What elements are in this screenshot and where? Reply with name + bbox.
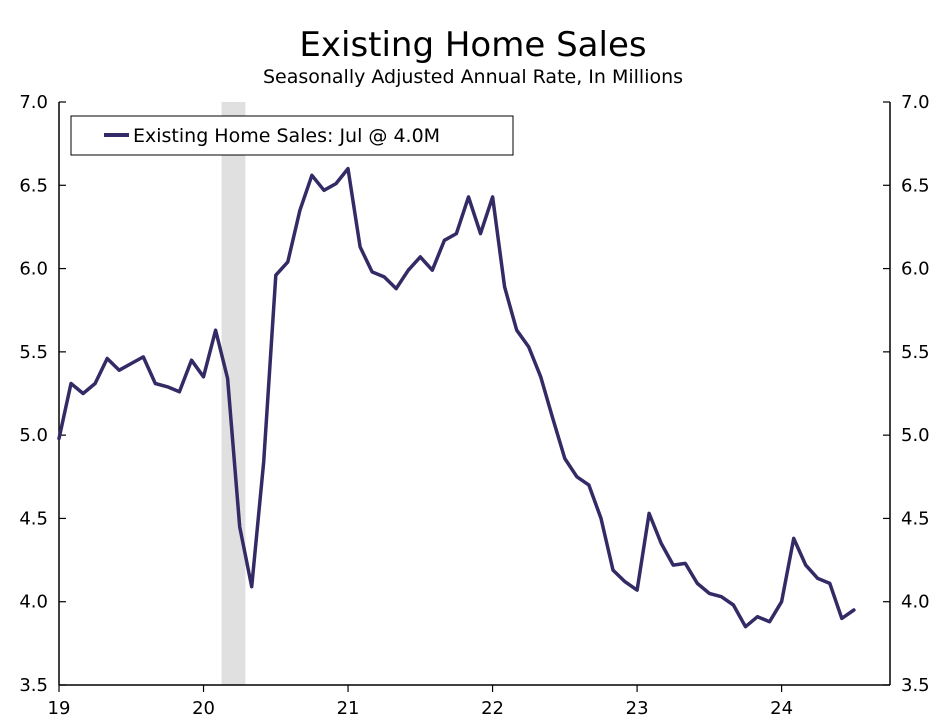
y-tick-label-right: 5.5	[901, 342, 930, 363]
y-tick-label-left: 6.0	[19, 259, 48, 280]
legend: Existing Home Sales: Jul @ 4.0M	[70, 115, 514, 156]
chart-subtitle: Seasonally Adjusted Annual Rate, In Mill…	[263, 66, 683, 88]
x-tick-label: 20	[192, 698, 215, 719]
y-tick-label-right: 6.0	[901, 259, 930, 280]
chart-title: Existing Home Sales	[299, 25, 646, 65]
y-tick-label-left: 4.0	[19, 592, 48, 613]
legend-label: Existing Home Sales: Jul @ 4.0M	[133, 125, 440, 147]
y-tick-label-left: 6.5	[19, 175, 48, 196]
x-tick-label: 23	[626, 698, 649, 719]
y-tick-label-left: 4.5	[19, 508, 48, 529]
x-tick-label: 24	[770, 698, 793, 719]
legend-box	[70, 115, 514, 156]
y-tick-label-left: 5.0	[19, 425, 48, 446]
x-tick-label: 22	[481, 698, 504, 719]
x-tick-label: 21	[337, 698, 360, 719]
y-tick-label-right: 4.5	[901, 508, 930, 529]
y-tick-label-left: 5.5	[19, 342, 48, 363]
series-line	[57, 166, 856, 629]
x-tick-label: 19	[48, 698, 71, 719]
y-tick-label-right: 6.5	[901, 175, 930, 196]
y-tick-label-right: 4.0	[901, 592, 930, 613]
y-tick-label-left: 3.5	[19, 675, 48, 696]
y-tick-label-left: 7.0	[19, 92, 48, 113]
y-tick-label-right: 5.0	[901, 425, 930, 446]
y-tick-label-right: 7.0	[901, 92, 930, 113]
recession-band	[221, 102, 246, 685]
y-tick-label-right: 3.5	[901, 675, 930, 696]
